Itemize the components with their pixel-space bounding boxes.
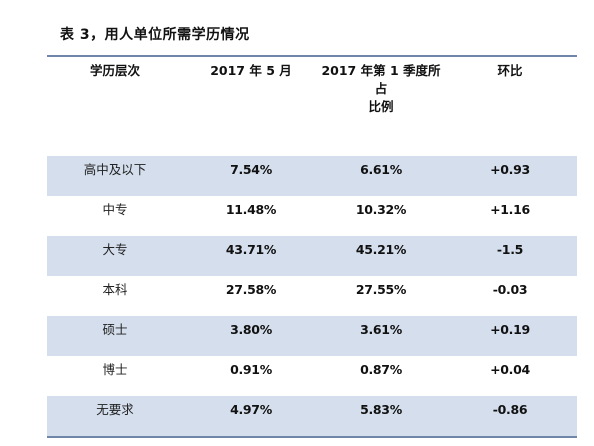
row-level: 中专 xyxy=(102,202,128,217)
table-row: 无要求 4.97% 5.83% -0.86 xyxy=(47,396,577,436)
table-header-row: 学历层次 2017 年 5 月 2017 年第 1 季度所占 比例 环比 xyxy=(47,57,577,156)
row-q1-value: 0.87% xyxy=(360,362,402,377)
row-change-value: +0.19 xyxy=(490,322,530,337)
row-level: 硕士 xyxy=(102,322,128,337)
row-level: 高中及以下 xyxy=(83,162,147,177)
row-change-value: -0.03 xyxy=(492,282,528,297)
table-caption: 表 3，用人单位所需学历情况 xyxy=(60,27,250,43)
top-rule xyxy=(47,55,577,57)
header-may-2017: 2017 年 5 月 xyxy=(210,63,292,78)
header-q1-share: 2017 年第 1 季度所占 比例 xyxy=(319,57,443,156)
table-row: 高中及以下 7.54% 6.61% +0.93 xyxy=(47,156,577,196)
row-level: 博士 xyxy=(102,362,128,377)
row-may-value: 0.91% xyxy=(230,362,272,377)
header-q1-share-line2: 比例 xyxy=(368,99,394,114)
row-q1-value: 6.61% xyxy=(360,162,402,177)
row-level: 本科 xyxy=(102,282,128,297)
row-may-value: 11.48% xyxy=(225,202,277,217)
row-change-value: +0.93 xyxy=(490,162,530,177)
row-level: 无要求 xyxy=(96,402,134,417)
row-q1-value: 27.55% xyxy=(355,282,407,297)
row-may-value: 3.80% xyxy=(230,322,272,337)
row-q1-value: 10.32% xyxy=(355,202,407,217)
row-may-value: 27.58% xyxy=(225,282,277,297)
row-q1-value: 5.83% xyxy=(360,402,402,417)
row-change-value: -0.86 xyxy=(492,402,528,417)
row-level: 大专 xyxy=(102,242,128,257)
row-q1-value: 3.61% xyxy=(360,322,402,337)
header-change: 环比 xyxy=(497,63,523,78)
table-row: 硕士 3.80% 3.61% +0.19 xyxy=(47,316,577,356)
row-change-value: -1.5 xyxy=(496,242,524,257)
table-row: 本科 27.58% 27.55% -0.03 xyxy=(47,276,577,316)
education-table: 学历层次 2017 年 5 月 2017 年第 1 季度所占 比例 环比 高中及… xyxy=(47,55,577,438)
table-row: 博士 0.91% 0.87% +0.04 xyxy=(47,356,577,396)
row-may-value: 43.71% xyxy=(225,242,277,257)
row-change-value: +1.16 xyxy=(490,202,530,217)
row-q1-value: 45.21% xyxy=(355,242,407,257)
bottom-rule xyxy=(47,436,577,438)
row-may-value: 4.97% xyxy=(230,402,272,417)
row-change-value: +0.04 xyxy=(490,362,530,377)
header-q1-share-line1: 2017 年第 1 季度所占 xyxy=(321,63,441,96)
header-level: 学历层次 xyxy=(89,63,140,78)
row-may-value: 7.54% xyxy=(230,162,272,177)
table-row: 大专 43.71% 45.21% -1.5 xyxy=(47,236,577,276)
table-row: 中专 11.48% 10.32% +1.16 xyxy=(47,196,577,236)
